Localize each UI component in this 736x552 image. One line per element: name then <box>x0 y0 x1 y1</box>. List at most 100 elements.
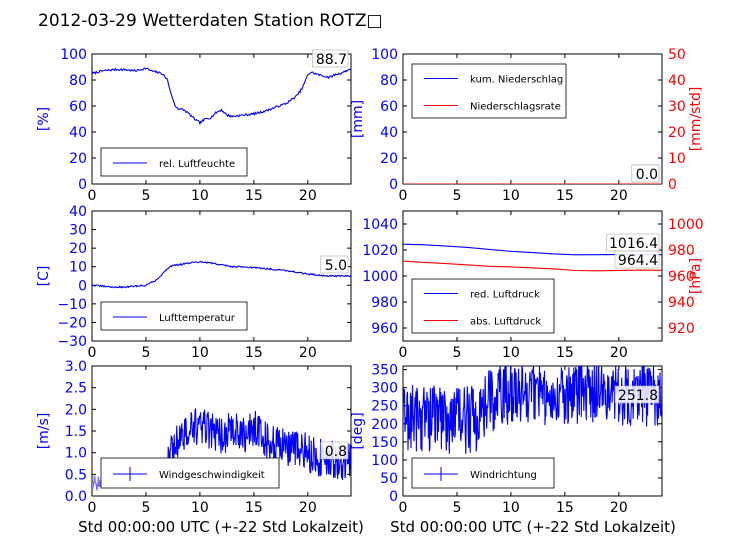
x-axis-label-right: Std 00:00:00 UTC (+-22 Std Lokalzeit) <box>390 518 676 536</box>
y-tick-label: −30 <box>57 334 87 350</box>
y-tick-label: 0.0 <box>65 489 87 505</box>
legend-box <box>411 457 555 489</box>
y-tick-label: 1000 <box>362 269 398 285</box>
y-tick-label: 50 <box>380 471 398 487</box>
series-line-1 <box>403 366 662 454</box>
x-tick-label: 5 <box>141 500 150 516</box>
chart-panel-5: 0 5 10 15 20 0.0 0.5 1.0 1.5 2.0 2.5 3.0 [m/s] 0.8 Win… <box>36 359 352 516</box>
legend: Windgeschwindigkeit <box>100 457 280 489</box>
x-tick-label: 20 <box>299 345 317 361</box>
x-tick-label: 0 <box>399 500 408 516</box>
y2-tick-label: 1000 <box>668 217 704 233</box>
y-tick-label: 100 <box>60 47 87 63</box>
current-value-label: 964.4 <box>618 253 658 269</box>
y2-tick-label: 50 <box>668 47 686 63</box>
y-tick-label: 30 <box>69 223 87 239</box>
legend: red. Luftdruck abs. Luftdruck <box>411 278 555 334</box>
y-tick-label: 20 <box>69 151 87 167</box>
y-tick-label: 1.5 <box>65 424 87 440</box>
current-value-label: 5.0 <box>325 258 347 274</box>
x-tick-label: 10 <box>191 500 209 516</box>
series-line-1 <box>92 260 351 289</box>
y-tick-label: 350 <box>371 363 398 379</box>
x-tick-label: 10 <box>502 188 520 204</box>
y2-axis-label: [mm/std] <box>688 87 704 152</box>
y-tick-label: 0.5 <box>65 467 87 483</box>
y-axis-label: [C] <box>36 266 52 287</box>
legend: kum. Niederschlag Niederschlagsrate <box>411 63 567 119</box>
x-tick-label: 20 <box>610 345 628 361</box>
y-tick-label: 80 <box>380 73 398 89</box>
chart-panel-2: 0 5 10 15 20 0 20 40 60 80 100 0 10 20 30 40 50 [mm/std] [… <box>350 47 704 204</box>
value-label-box <box>320 255 349 274</box>
y-tick-label: 2.5 <box>65 381 87 397</box>
x-tick-label: 15 <box>245 500 263 516</box>
legend-label: red. Luftdruck <box>470 290 540 301</box>
x-tick-label: 10 <box>502 500 520 516</box>
value-label-box <box>614 250 660 269</box>
y-tick-label: 200 <box>371 417 398 433</box>
y2-tick-label: 10 <box>668 151 686 167</box>
y-tick-label: 20 <box>380 151 398 167</box>
y-tick-label: 0 <box>78 177 87 193</box>
x-tick-label: 15 <box>556 500 574 516</box>
y-tick-label: 3.0 <box>65 359 87 375</box>
legend-box <box>411 63 567 119</box>
legend-label: abs. Luftdruck <box>470 317 541 328</box>
value-label-box <box>631 164 660 183</box>
y-tick-label: 250 <box>371 399 398 415</box>
series-line-2 <box>403 260 662 272</box>
current-value-label: 1016.4 <box>609 236 658 252</box>
x-tick-label: 20 <box>610 188 628 204</box>
y2-tick-label: 40 <box>668 73 686 89</box>
y-tick-label: 40 <box>69 204 87 220</box>
x-tick-label: 10 <box>502 345 520 361</box>
x-tick-label: 15 <box>556 345 574 361</box>
y-tick-label: 300 <box>371 381 398 397</box>
x-tick-label: 0 <box>399 345 408 361</box>
x-tick-label: 20 <box>299 500 317 516</box>
x-tick-label: 20 <box>610 500 628 516</box>
y-tick-label: 20 <box>69 241 87 257</box>
legend-label: Windrichtung <box>470 470 537 481</box>
legend-label: Niederschlagsrate <box>470 102 561 113</box>
legend: Windrichtung <box>411 457 555 489</box>
chart-panel-1: 0 5 10 15 20 0 20 40 60 80 100 [%] 88.7 rel. Luftfeuc… <box>36 47 352 204</box>
x-tick-label: 0 <box>399 188 408 204</box>
y2-tick-label: 940 <box>668 295 695 311</box>
y-tick-label: 100 <box>371 453 398 469</box>
current-value-label: 88.7 <box>316 52 347 68</box>
x-tick-label: 5 <box>452 345 461 361</box>
x-tick-label: 15 <box>245 345 263 361</box>
y-tick-label: 1020 <box>362 243 398 259</box>
y-tick-label: 0 <box>78 278 87 294</box>
x-tick-label: 5 <box>141 188 150 204</box>
legend-box <box>100 457 280 489</box>
value-label-box <box>614 385 660 404</box>
x-tick-label: 10 <box>191 188 209 204</box>
legend: rel. Luftfeuchte <box>100 147 248 177</box>
y-tick-label: 2.0 <box>65 402 87 418</box>
x-axis-label-left: Std 00:00:00 UTC (+-22 Std Lokalzeit) <box>78 518 364 536</box>
y-tick-label: 60 <box>69 99 87 115</box>
legend-label: Lufttemperatur <box>159 313 236 324</box>
y-tick-label: 100 <box>371 47 398 63</box>
figure-title: 2012-03-29 Wetterdaten Station ROTZ□ <box>38 11 383 31</box>
x-tick-label: 5 <box>141 345 150 361</box>
chart-panel-4: 0 5 10 15 20 960 980 1000 1020 1040 920 940 960 980 10… <box>362 210 704 361</box>
x-tick-label: 0 <box>88 500 97 516</box>
y2-tick-label: 20 <box>668 125 686 141</box>
chart-panel-6: 0 5 10 15 20050100150200250300350[deg]251.8W… <box>350 363 663 516</box>
legend-box <box>100 147 248 177</box>
y2-tick-label: 980 <box>668 243 695 259</box>
x-tick-label: 20 <box>299 188 317 204</box>
y-tick-label: 60 <box>380 99 398 115</box>
y-tick-label: 0 <box>389 177 398 193</box>
series-line-1 <box>92 67 351 126</box>
y-tick-label: 40 <box>380 125 398 141</box>
y2-axis-label: [hPa] <box>688 258 704 294</box>
y-tick-label: 150 <box>371 435 398 451</box>
x-tick-label: 15 <box>556 188 574 204</box>
y-tick-label: 1040 <box>362 217 398 233</box>
